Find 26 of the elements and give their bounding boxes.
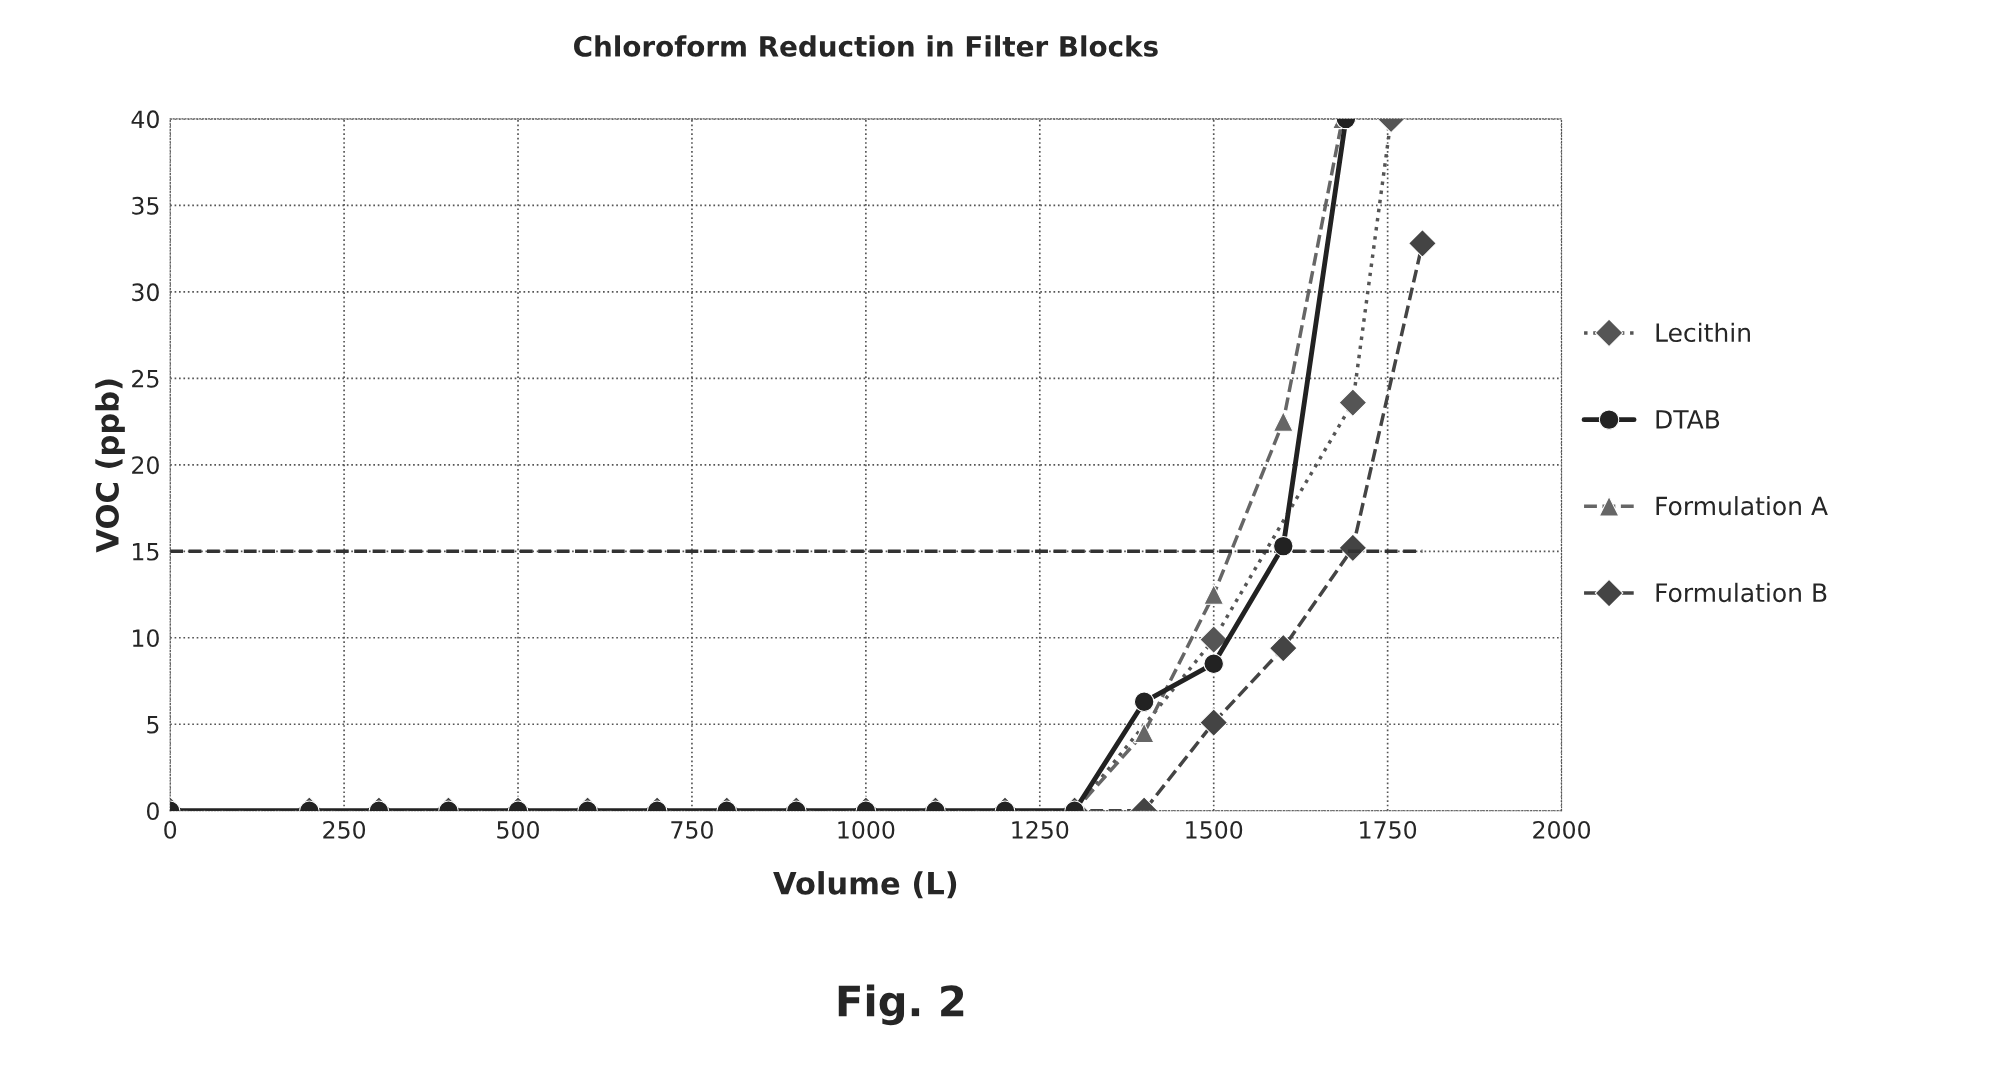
y-tick-label: 40 bbox=[131, 110, 159, 129]
legend-label: Formulation B bbox=[1656, 582, 1827, 603]
y-axis-title: VOC (ppb) bbox=[95, 379, 125, 553]
x-tick-label: 1500 bbox=[1186, 820, 1243, 839]
y-tick-label: 5 bbox=[147, 716, 159, 734]
y-tick-label: 10 bbox=[133, 629, 159, 648]
y-tick-label: 30 bbox=[132, 283, 159, 302]
caption: Fig. 2 bbox=[838, 984, 964, 1026]
legend-label: Lecithin bbox=[1656, 322, 1750, 343]
x-tick-label: 2000 bbox=[1533, 820, 1591, 839]
x-tick-label: 250 bbox=[323, 820, 366, 839]
x-tick-label: 1000 bbox=[838, 820, 895, 839]
x-tick-label: 1250 bbox=[1012, 820, 1069, 839]
legend-label: Formulation A bbox=[1656, 496, 1828, 516]
y-tick-label: 15 bbox=[133, 543, 159, 561]
x-axis-title: Volume (L) bbox=[773, 871, 957, 899]
y-tick-label: 35 bbox=[132, 196, 159, 215]
legend-label: DTAB bbox=[1656, 410, 1720, 429]
x-tick-label: 0 bbox=[164, 820, 177, 839]
chart-title: Chloroform Reduction in Filter Blocks bbox=[574, 35, 1158, 57]
y-tick-label: 0 bbox=[146, 802, 159, 821]
x-tick-label: 1750 bbox=[1360, 820, 1417, 839]
x-tick-label: 750 bbox=[671, 820, 713, 839]
x-tick-label: 500 bbox=[497, 820, 539, 839]
y-tick-label: 20 bbox=[132, 456, 159, 475]
y-tick-label: 25 bbox=[132, 369, 159, 388]
